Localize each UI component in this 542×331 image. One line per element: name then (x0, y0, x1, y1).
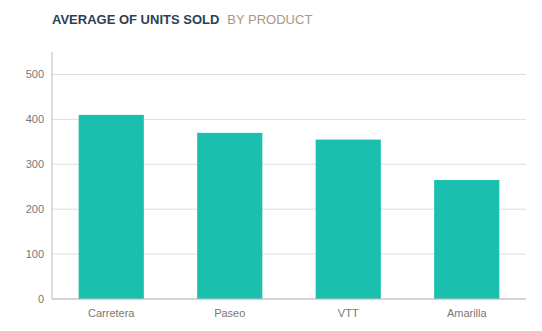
x-axis-line (52, 299, 526, 300)
x-tick-label: Paseo (214, 307, 245, 319)
x-tick-label: Amarilla (447, 307, 488, 319)
y-tick-label: 200 (26, 203, 44, 215)
grid (52, 74, 526, 299)
y-tick-label: 400 (26, 113, 44, 125)
chart: AVERAGE OF UNITS SOLD BY PRODUCT 0 100 200 30… (0, 0, 542, 331)
y-tick-label: 0 (38, 293, 44, 305)
bar (434, 180, 499, 299)
y-axis-line (52, 52, 53, 299)
title: AVERAGE OF UNITS SOLD (52, 12, 219, 27)
y-tick-label: 500 (26, 68, 44, 80)
y-tick-label: 100 (26, 248, 44, 260)
x-tick-label: VTT (338, 307, 359, 319)
bar (197, 133, 262, 299)
grid-line (52, 299, 526, 300)
subtitle: BY PRODUCT (227, 12, 312, 27)
bar (79, 115, 144, 299)
bar (316, 140, 381, 299)
grid-line (52, 74, 526, 75)
x-tick-label: Carretera (88, 307, 135, 319)
bars (79, 115, 500, 299)
y-tick-label: 300 (26, 158, 44, 170)
